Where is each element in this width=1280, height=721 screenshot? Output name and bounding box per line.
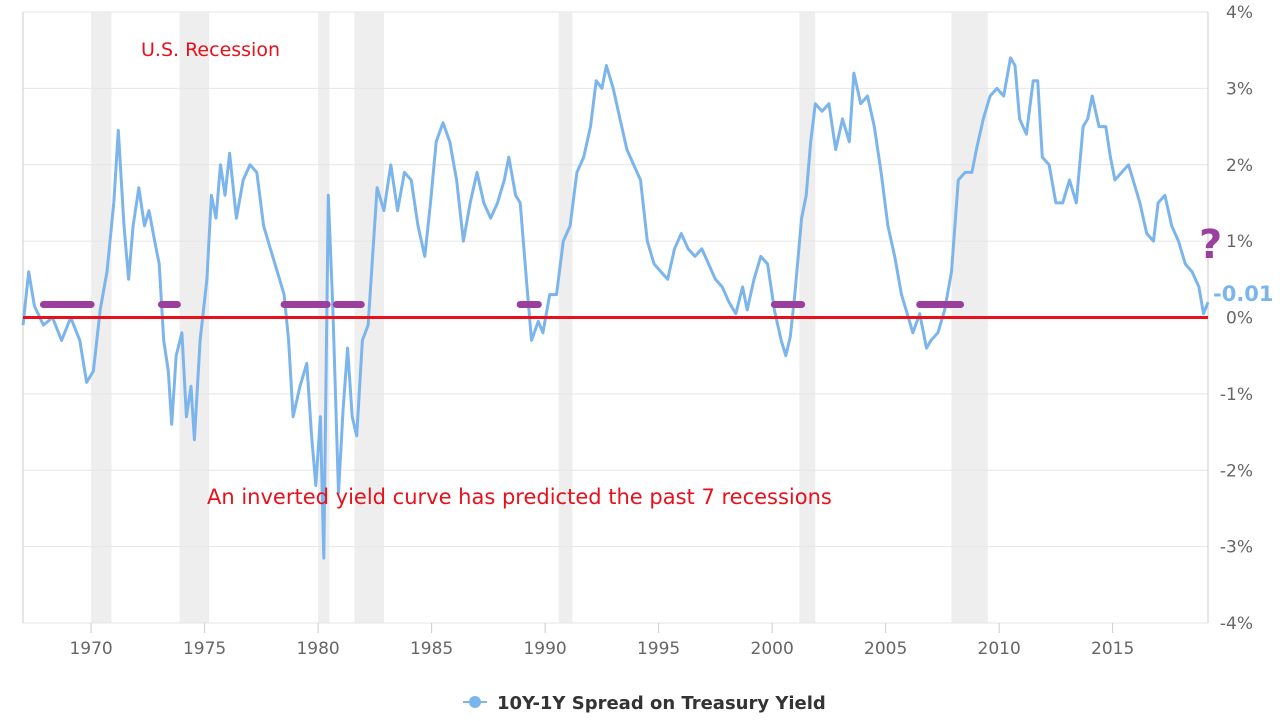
y-tick-label: -1% [1220,385,1253,405]
inversion-note: An inverted yield curve has predicted th… [207,485,832,509]
y-tick-label: 2% [1226,156,1253,176]
legend-label[interactable]: 10Y-1Y Spread on Treasury Yield [497,693,826,714]
y-tick-label: 0% [1226,309,1253,329]
x-tick-label: 1985 [410,639,453,659]
y-tick-label: 1% [1226,232,1253,252]
x-tick-label: 2010 [978,639,1021,659]
x-tick-label: 1980 [296,639,339,659]
last-value-label: -0.01 [1213,282,1274,306]
y-tick-label: -4% [1220,614,1253,634]
y-tick-label: -3% [1220,538,1253,558]
legend-marker-icon [469,696,481,708]
y-axis-ticks: 4% 3% 2% 1% 0% -1% -2% -3% -4% [1220,3,1253,634]
question-mark: ? [1199,222,1222,268]
x-tick-label: 1970 [69,639,112,659]
x-tick-label: 2000 [751,639,794,659]
y-tick-label: -2% [1220,461,1253,481]
y-tick-label: 4% [1226,3,1253,23]
series-lines [21,56,1210,560]
x-tick-label: 1995 [637,639,680,659]
x-tick-label: 1990 [523,639,566,659]
legend[interactable]: 10Y-1Y Spread on Treasury Yield [463,693,826,714]
series-line [21,56,1210,560]
recession-label: U.S. Recession [141,39,280,61]
x-tick-label: 1975 [183,639,226,659]
x-tick-label: 2015 [1091,639,1134,659]
y-tick-label: 3% [1226,79,1253,99]
x-axis-ticks: 1970 1975 1980 1985 1990 1995 2000 2005 2010 2015 [69,623,1134,659]
x-tick-label: 2005 [864,639,907,659]
